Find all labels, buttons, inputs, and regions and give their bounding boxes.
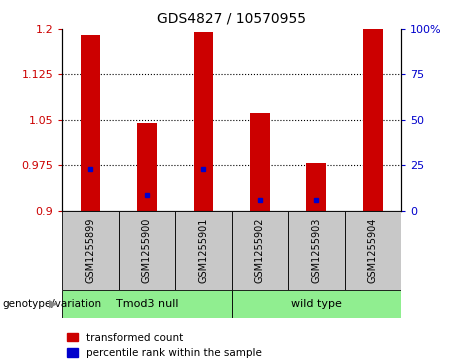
Text: Tmod3 null: Tmod3 null — [116, 299, 178, 309]
Bar — [250, 113, 270, 211]
Bar — [118, 211, 175, 290]
Bar — [194, 32, 213, 211]
Text: GSM1255904: GSM1255904 — [368, 218, 378, 283]
Text: GSM1255902: GSM1255902 — [255, 218, 265, 283]
Bar — [62, 211, 118, 290]
Bar — [81, 35, 100, 211]
Bar — [288, 211, 344, 290]
Text: GSM1255901: GSM1255901 — [198, 218, 208, 283]
Text: GSM1255903: GSM1255903 — [311, 218, 321, 283]
Text: wild type: wild type — [291, 299, 342, 309]
Bar — [175, 211, 231, 290]
Bar — [62, 290, 231, 318]
Bar — [363, 29, 383, 211]
Text: GSM1255900: GSM1255900 — [142, 218, 152, 283]
Legend: transformed count, percentile rank within the sample: transformed count, percentile rank withi… — [67, 333, 262, 358]
Bar — [231, 211, 288, 290]
Bar — [137, 123, 157, 211]
Text: genotype/variation: genotype/variation — [2, 299, 101, 309]
Text: ▶: ▶ — [49, 299, 58, 309]
Bar — [231, 290, 401, 318]
Bar — [307, 163, 326, 211]
Text: GSM1255899: GSM1255899 — [85, 218, 95, 283]
Bar — [344, 211, 401, 290]
Title: GDS4827 / 10570955: GDS4827 / 10570955 — [157, 11, 306, 25]
